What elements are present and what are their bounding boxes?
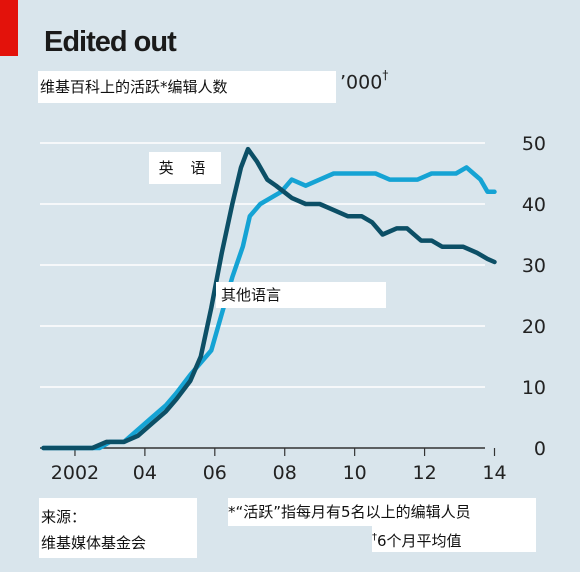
footnote-active: *“活跃”指每月有5名以上的编辑人员 [228,498,536,526]
unit-text: ’000 [340,71,383,94]
source-label: 来源： [41,508,87,526]
y-tick-label-40: 40 [522,194,546,216]
y-tick-label-30: 30 [522,255,546,277]
x-axis: 2002 04 06 08 10 12 14 [51,448,507,484]
x-tick-label-10: 10 [343,462,367,484]
series-line-english [41,146,497,451]
footnote-mark: † [372,532,377,543]
source-note: 来源： 维基媒体基金会 [39,498,197,558]
brand-tab [0,0,18,56]
chart-title: Edited out [44,26,177,58]
unit-mark: † [382,68,389,82]
x-tick-label-08: 08 [273,462,297,484]
y-tick-label-50: 50 [522,133,546,155]
series-line-other [41,165,497,451]
x-tick-label-06: 06 [203,462,227,484]
unit-label: ’000† [340,68,389,94]
series [41,146,497,451]
y-tick-label-10: 10 [522,377,546,399]
series-label-other: 其他语言 [216,282,386,308]
chart-subtitle: 维基百科上的活跃*编辑人数 [38,71,336,103]
x-tick-label-12: 12 [412,462,436,484]
gridlines [40,142,485,449]
y-tick-label-20: 20 [522,316,546,338]
source-name: 维基媒体基金会 [41,534,147,552]
series-label-english: 英 语 [149,152,221,184]
y-tick-label-0: 0 [534,438,546,460]
footnote-average-text: 6个月平均值 [377,532,462,550]
y-axis: 0 10 20 30 40 50 [522,133,546,460]
x-tick-label-2002: 2002 [51,462,99,484]
x-tick-label-14: 14 [482,462,506,484]
x-tick-label-04: 04 [133,462,157,484]
footnote-average: †6个月平均值 [372,524,536,552]
